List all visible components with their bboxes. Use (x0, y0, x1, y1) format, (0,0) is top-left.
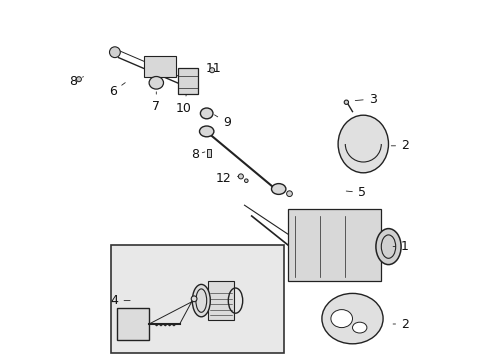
Bar (206, 149, 211, 157)
Text: 8: 8 (69, 75, 83, 87)
Ellipse shape (352, 322, 366, 333)
Bar (287, 209, 381, 281)
Ellipse shape (149, 77, 163, 89)
Text: 1: 1 (392, 240, 408, 253)
Ellipse shape (271, 184, 285, 194)
Circle shape (76, 77, 81, 82)
Ellipse shape (199, 126, 213, 137)
Text: 6: 6 (109, 83, 125, 98)
Circle shape (209, 68, 214, 73)
Text: 7: 7 (152, 92, 160, 113)
Ellipse shape (330, 310, 352, 328)
Bar (111, 245, 284, 353)
Text: 4: 4 (110, 294, 130, 307)
Bar (117, 308, 149, 340)
Text: 2: 2 (390, 139, 408, 152)
Text: 8: 8 (191, 148, 204, 161)
Circle shape (191, 296, 197, 302)
Circle shape (286, 191, 292, 197)
Ellipse shape (109, 47, 120, 58)
Text: 5: 5 (346, 186, 365, 199)
Ellipse shape (337, 115, 387, 173)
Bar (178, 68, 197, 94)
Text: 3: 3 (355, 93, 376, 105)
Text: 2: 2 (392, 318, 408, 330)
Text: 9: 9 (214, 115, 230, 129)
Bar (208, 281, 233, 320)
Ellipse shape (321, 293, 382, 344)
Text: 11: 11 (205, 62, 222, 75)
Circle shape (344, 100, 348, 104)
Ellipse shape (192, 284, 210, 317)
Text: 10: 10 (175, 95, 191, 114)
Circle shape (244, 179, 247, 183)
Text: 12: 12 (216, 172, 240, 185)
Bar (143, 56, 176, 77)
Ellipse shape (375, 229, 400, 265)
Circle shape (238, 174, 243, 179)
Ellipse shape (200, 108, 213, 119)
